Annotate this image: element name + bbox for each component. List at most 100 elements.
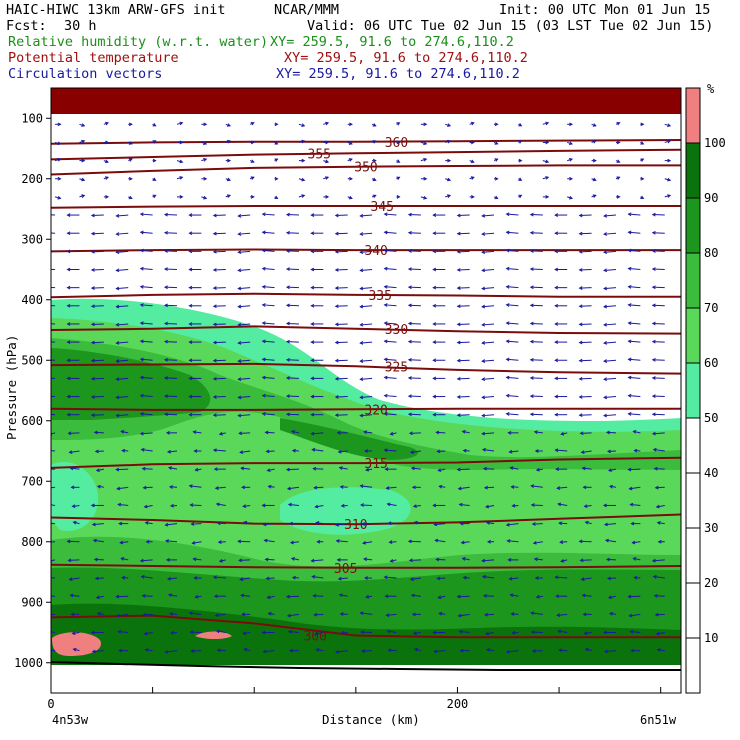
circulation-vector-head: [237, 232, 242, 236]
circulation-vector: [238, 305, 251, 308]
circulation-vector-head: [214, 486, 219, 490]
circulation-vector-head: [383, 284, 388, 289]
circulation-vector-head: [218, 559, 223, 563]
circulation-vector-head: [188, 340, 193, 344]
circulation-vector: [238, 250, 251, 253]
circulation-vector-head: [334, 304, 339, 309]
circulation-vector-head: [383, 575, 388, 580]
circulation-vector-head: [384, 467, 389, 472]
circulation-vector-head: [243, 647, 248, 652]
circulation-vector: [238, 214, 251, 217]
circulation-vector: [557, 486, 568, 489]
circulation-vector-head: [212, 322, 217, 327]
circulation-vector: [192, 541, 202, 544]
circulation-vector-head: [657, 539, 662, 544]
circulation-vector: [506, 376, 519, 379]
circulation-vector-head: [359, 377, 364, 382]
circulation-vector-head: [481, 558, 486, 563]
circulation-vector-head: [505, 339, 510, 344]
circulation-vector-head: [651, 249, 656, 253]
circulation-vector-head: [301, 139, 306, 144]
circulation-vector: [287, 486, 300, 490]
circulation-vector: [411, 594, 421, 597]
circulation-vector-head: [359, 268, 364, 273]
circulation-vector-head: [386, 629, 391, 634]
circulation-vector-head: [325, 121, 330, 126]
circulation-vector-head: [285, 394, 290, 399]
circulation-vector-head: [481, 322, 486, 327]
circulation-vector-head: [603, 395, 608, 400]
circulation-vector-head: [188, 412, 193, 417]
circulation-vector-head: [486, 539, 491, 544]
circulation-vector-head: [483, 612, 488, 617]
circulation-vector-head: [291, 448, 296, 453]
circulation-vector-head: [545, 195, 550, 199]
circulation-vector-head: [242, 631, 247, 636]
circulation-vector-head: [554, 575, 559, 580]
circulation-vector-head: [164, 649, 169, 654]
colorbar-swatch: [686, 88, 700, 143]
circulation-vector: [558, 503, 568, 506]
circulation-vector-head: [407, 249, 412, 253]
pressure-tick-label: 500: [21, 353, 43, 367]
circulation-vector: [582, 467, 592, 470]
circulation-vector-head: [494, 122, 499, 127]
circulation-vector-head: [70, 485, 75, 490]
colorbar-swatch: [686, 638, 700, 693]
circulation-vector-head: [667, 194, 672, 198]
circulation-vector: [628, 249, 641, 252]
circulation-vector-head: [407, 230, 412, 235]
circulation-vector: [531, 504, 543, 506]
circulation-vector-head: [163, 394, 168, 399]
circulation-vector: [506, 523, 519, 526]
circulation-vector-head: [667, 139, 672, 144]
circulation-vector-head: [651, 212, 656, 217]
theta-contour-line: [51, 205, 681, 209]
circulation-vector: [604, 269, 617, 271]
circulation-vector-head: [188, 303, 193, 308]
circulation-vector-head: [152, 158, 157, 163]
circulation-vector-head: [266, 595, 271, 600]
circulation-vector: [51, 613, 56, 616]
circulation-vector-head: [569, 176, 574, 181]
circulation-vector-head: [481, 575, 486, 579]
circulation-vector-head: [261, 248, 266, 253]
circulation-vector-head: [396, 195, 401, 199]
circulation-vector: [604, 214, 617, 217]
circulation-vector-head: [274, 122, 279, 127]
circulation-vector-head: [335, 522, 340, 527]
circulation-vector: [96, 468, 104, 472]
circulation-vector-head: [315, 648, 320, 652]
circulation-vector-head: [359, 286, 364, 291]
circulation-vector-head: [603, 649, 608, 654]
circulation-vector: [458, 486, 470, 490]
circulation-vector: [384, 576, 397, 579]
circulation-vector-head: [436, 449, 441, 454]
circulation-vector: [653, 576, 665, 579]
circulation-vector-head: [139, 266, 144, 271]
circulation-vector-head: [179, 140, 184, 145]
circulation-vector: [559, 522, 568, 525]
circulation-vector-head: [169, 503, 174, 508]
circulation-vector-head: [383, 266, 388, 271]
circulation-vector-head: [142, 612, 147, 617]
init-time: Init: 00 UTC Mon 01 Jun 15: [499, 2, 711, 18]
circulation-vector: [165, 540, 178, 543]
circulation-vector-head: [529, 357, 534, 362]
circulation-vector: [262, 286, 275, 289]
circulation-vector: [437, 450, 446, 452]
circulation-vector-head: [554, 376, 559, 381]
circulation-vector: [604, 305, 617, 308]
circulation-vector-head: [115, 304, 120, 309]
circulation-vector-head: [456, 231, 461, 236]
circulation-vector: [506, 304, 519, 307]
circulation-vector-head: [481, 250, 486, 255]
circulation-vector-head: [334, 340, 339, 345]
circulation-vector-head: [66, 267, 71, 272]
circulation-vector-head: [383, 230, 388, 235]
circulation-vector-head: [237, 413, 242, 418]
circulation-vector-head: [325, 195, 330, 199]
circulation-vector: [506, 650, 519, 653]
circulation-vector-head: [70, 612, 75, 617]
circulation-vector-head: [215, 629, 220, 634]
